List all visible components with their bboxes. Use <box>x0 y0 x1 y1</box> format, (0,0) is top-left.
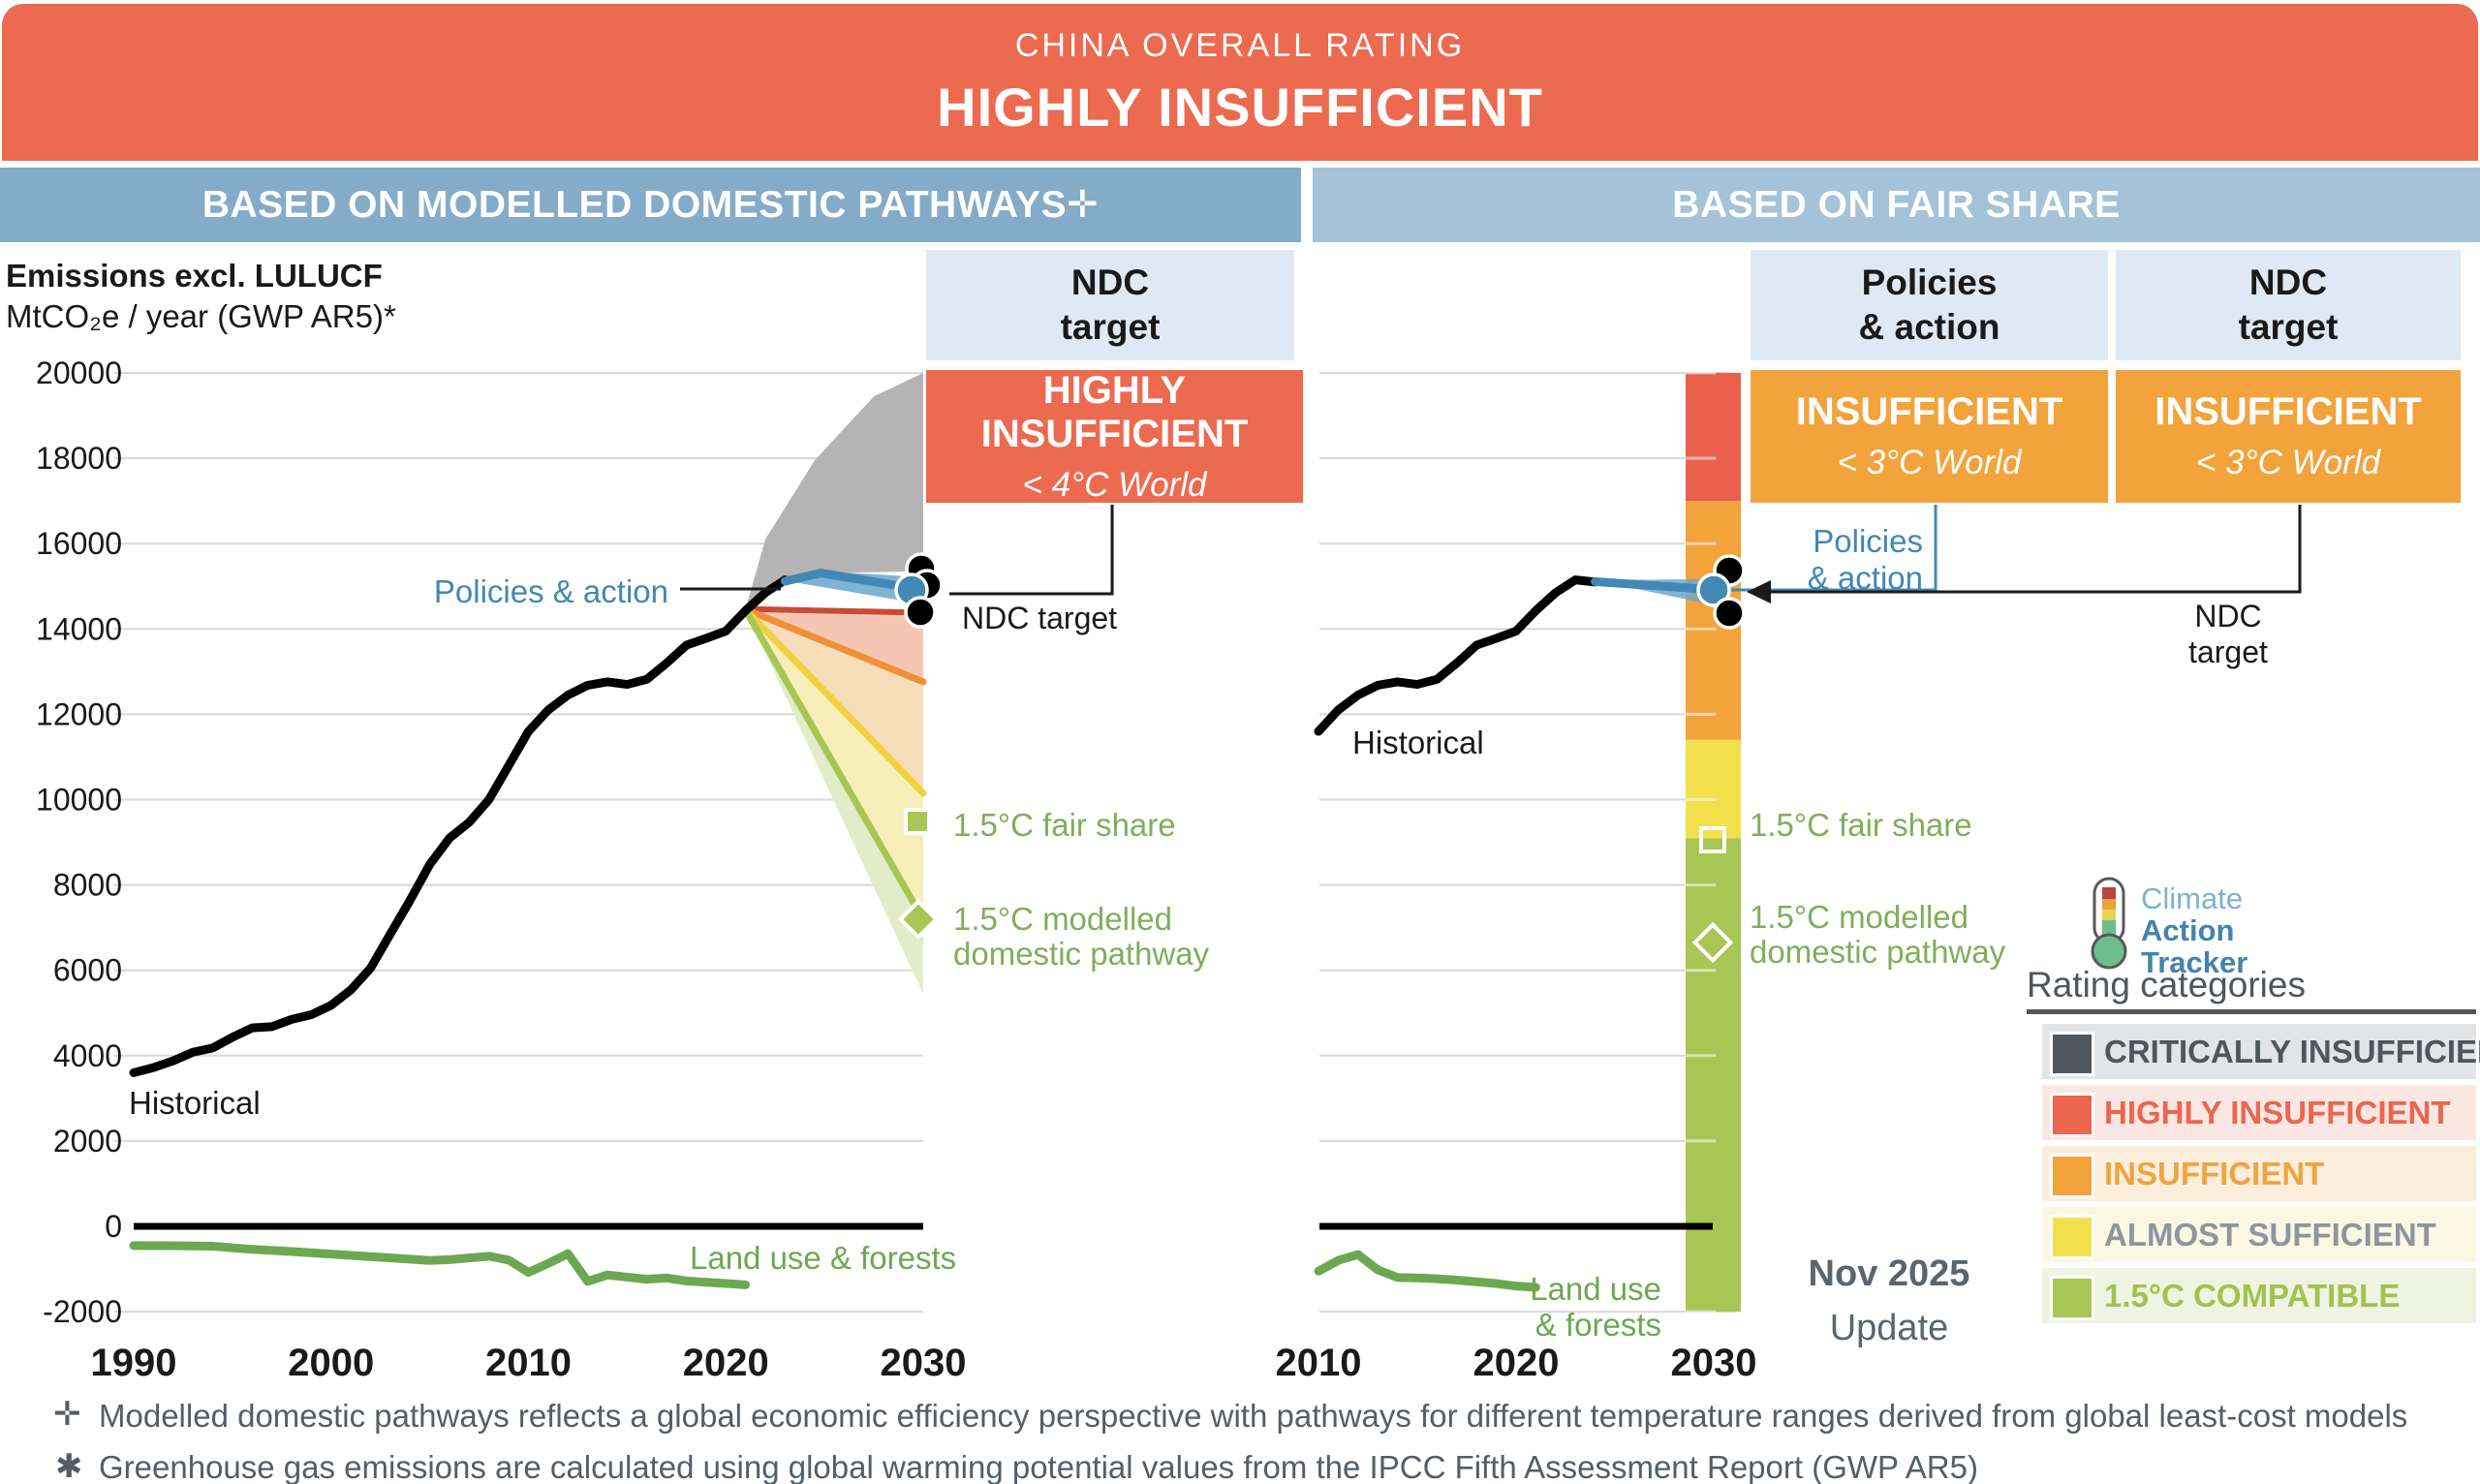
section-header-fair-share: BASED ON FAIR SHARE <box>1313 168 2480 242</box>
legend-swatch <box>2050 1093 2094 1137</box>
land-use-line1: Land use <box>1530 1271 1661 1307</box>
policies-line1: Policies <box>1813 523 1923 559</box>
svg-text:0: 0 <box>105 1209 122 1244</box>
overall-rating-banner: CHINA OVERALL RATING HIGHLY INSUFFICIENT <box>2 4 2478 161</box>
legend-label: ALMOST SUFFICIENT <box>2104 1217 2436 1252</box>
legend-item-critically-insufficient: CRITICALLY INSUFFICIENT <box>2042 1024 2480 1079</box>
update-label: Update <box>1829 1308 1949 1348</box>
ndc-label-line1: NDC <box>1070 263 1150 302</box>
ndc-label-line1: NDC <box>2248 263 2328 302</box>
legend-item-insufficient: INSUFFICIENT <box>2042 1146 2476 1201</box>
legend-title: Rating categories <box>2027 965 2306 1005</box>
legend-item-15c-compatible: 1.5°C COMPATIBLE <box>2042 1268 2476 1323</box>
policies-label-line1: Policies <box>1861 263 1998 302</box>
svg-text:4000: 4000 <box>53 1038 122 1073</box>
thermometer-icon <box>2091 877 2127 970</box>
right-policies-action-label: Policies & action <box>1739 523 1923 597</box>
legend-swatch <box>2050 1276 2094 1320</box>
footnote-2-marker: ✱ <box>55 1448 83 1484</box>
logo-tracker: Tracker <box>2141 945 2248 979</box>
svg-text:8000: 8000 <box>53 868 122 903</box>
legend-item-almost-sufficient: ALMOST SUFFICIENT <box>2042 1207 2476 1262</box>
banner-country-title: CHINA OVERALL RATING <box>1014 27 1466 64</box>
left-modelled-pathway-label-line2: domestic pathway <box>953 936 1210 972</box>
rating-title: INSUFFICIENT <box>1795 390 2063 433</box>
svg-text:2020: 2020 <box>1473 1342 1560 1384</box>
svg-text:18000: 18000 <box>36 441 122 476</box>
svg-text:1990: 1990 <box>91 1342 177 1384</box>
right-ndc-target-header-box: NDC target <box>2116 250 2461 360</box>
rating-subtitle: < 4°C World <box>1022 465 1207 504</box>
right-policies-rating-box: INSUFFICIENT < 3°C World <box>1751 370 2108 503</box>
left-land-use-label: Land use & forests <box>690 1240 957 1276</box>
legend-item-highly-insufficient: HIGHLY INSUFFICIENT <box>2042 1085 2476 1140</box>
legend-label: 1.5°C COMPATIBLE <box>2104 1278 2401 1314</box>
right-modelled-pathway-label-line2: domestic pathway <box>1750 934 2006 970</box>
footnote-1-marker: ✛ <box>53 1396 81 1433</box>
left-ndc-target-header-box: NDC target <box>926 250 1294 360</box>
right-modelled-pathway-label-line1: 1.5°C modelled <box>1750 899 1968 935</box>
legend-label: HIGHLY INSUFFICIENT <box>2104 1095 2451 1130</box>
svg-text:2010: 2010 <box>1276 1342 1362 1384</box>
policies-line2: & action <box>1807 560 1923 596</box>
right-policies-action-header-box: Policies & action <box>1751 250 2108 360</box>
banner-rating-value: HIGHLY INSUFFICIENT <box>937 77 1543 138</box>
legend-label: CRITICALLY INSUFFICIENT <box>2104 1034 2480 1069</box>
left-modelled-pathway-label-line1: 1.5°C modelled <box>953 901 1172 937</box>
rating-subtitle: < 3°C World <box>1837 444 2022 481</box>
ndc-label-line2: target <box>1060 307 1161 347</box>
left-ndc-target-callout-label: NDC target <box>962 601 1118 635</box>
svg-text:10000: 10000 <box>36 783 122 818</box>
svg-text:12000: 12000 <box>36 696 122 731</box>
logo-action: Action <box>2141 913 2235 947</box>
axis-title: Emissions excl. LULUCF <box>6 258 383 294</box>
legend-swatch <box>2050 1032 2094 1076</box>
logo-climate: Climate <box>2141 881 2244 915</box>
left-fair-share-label: 1.5°C fair share <box>953 807 1176 843</box>
svg-text:6000: 6000 <box>53 953 122 988</box>
right-ndc-target-callout-label: NDC target <box>2188 599 2268 669</box>
legend-divider <box>2027 1009 2476 1014</box>
legend-label: INSUFFICIENT <box>2104 1156 2325 1191</box>
svg-text:2000: 2000 <box>288 1342 374 1384</box>
svg-text:2020: 2020 <box>683 1342 769 1384</box>
svg-text:2000: 2000 <box>53 1124 122 1159</box>
right-ndc-rating-box: INSUFFICIENT < 3°C World <box>2116 370 2461 503</box>
svg-text:2010: 2010 <box>485 1342 572 1384</box>
rating-subtitle: < 3°C World <box>2195 444 2381 481</box>
axis-units: MtCO₂e / year (GWP AR5)* <box>6 298 396 334</box>
update-date: Nov 2025 <box>1808 1253 1970 1294</box>
ndc-label-line2: target <box>2238 307 2339 347</box>
legend-swatch <box>2050 1215 2094 1259</box>
svg-text:2030: 2030 <box>1671 1342 1757 1384</box>
right-land-use-label: Land use & forests <box>1511 1271 1661 1343</box>
policies-label-line2: & action <box>1858 307 2000 347</box>
rating-title: HIGHLY INSUFFICIENT <box>980 368 1249 455</box>
right-historical-label: Historical <box>1352 725 1484 760</box>
svg-text:14000: 14000 <box>36 611 122 646</box>
svg-text:16000: 16000 <box>36 526 122 561</box>
left-policies-action-label: Policies & action <box>433 573 668 609</box>
left-ndc-rating-box: HIGHLY INSUFFICIENT < 4°C World <box>926 368 1303 504</box>
rating-title: INSUFFICIENT <box>2154 390 2422 433</box>
land-use-line2: & forests <box>1534 1307 1661 1343</box>
svg-text:-2000: -2000 <box>43 1294 122 1329</box>
footnote-1-text: Modelled domestic pathways reflects a gl… <box>99 1398 2408 1434</box>
left-historical-label: Historical <box>129 1085 261 1121</box>
svg-text:2030: 2030 <box>881 1342 967 1384</box>
right-fair-share-label: 1.5°C fair share <box>1750 807 1972 843</box>
legend-swatch <box>2050 1154 2094 1198</box>
footnote-2-text: Greenhouse gas emissions are calculated … <box>99 1449 1978 1484</box>
svg-text:20000: 20000 <box>36 356 122 390</box>
section-header-modelled-domestic-pathways: BASED ON MODELLED DOMESTIC PATHWAYS✛ <box>0 168 1301 242</box>
